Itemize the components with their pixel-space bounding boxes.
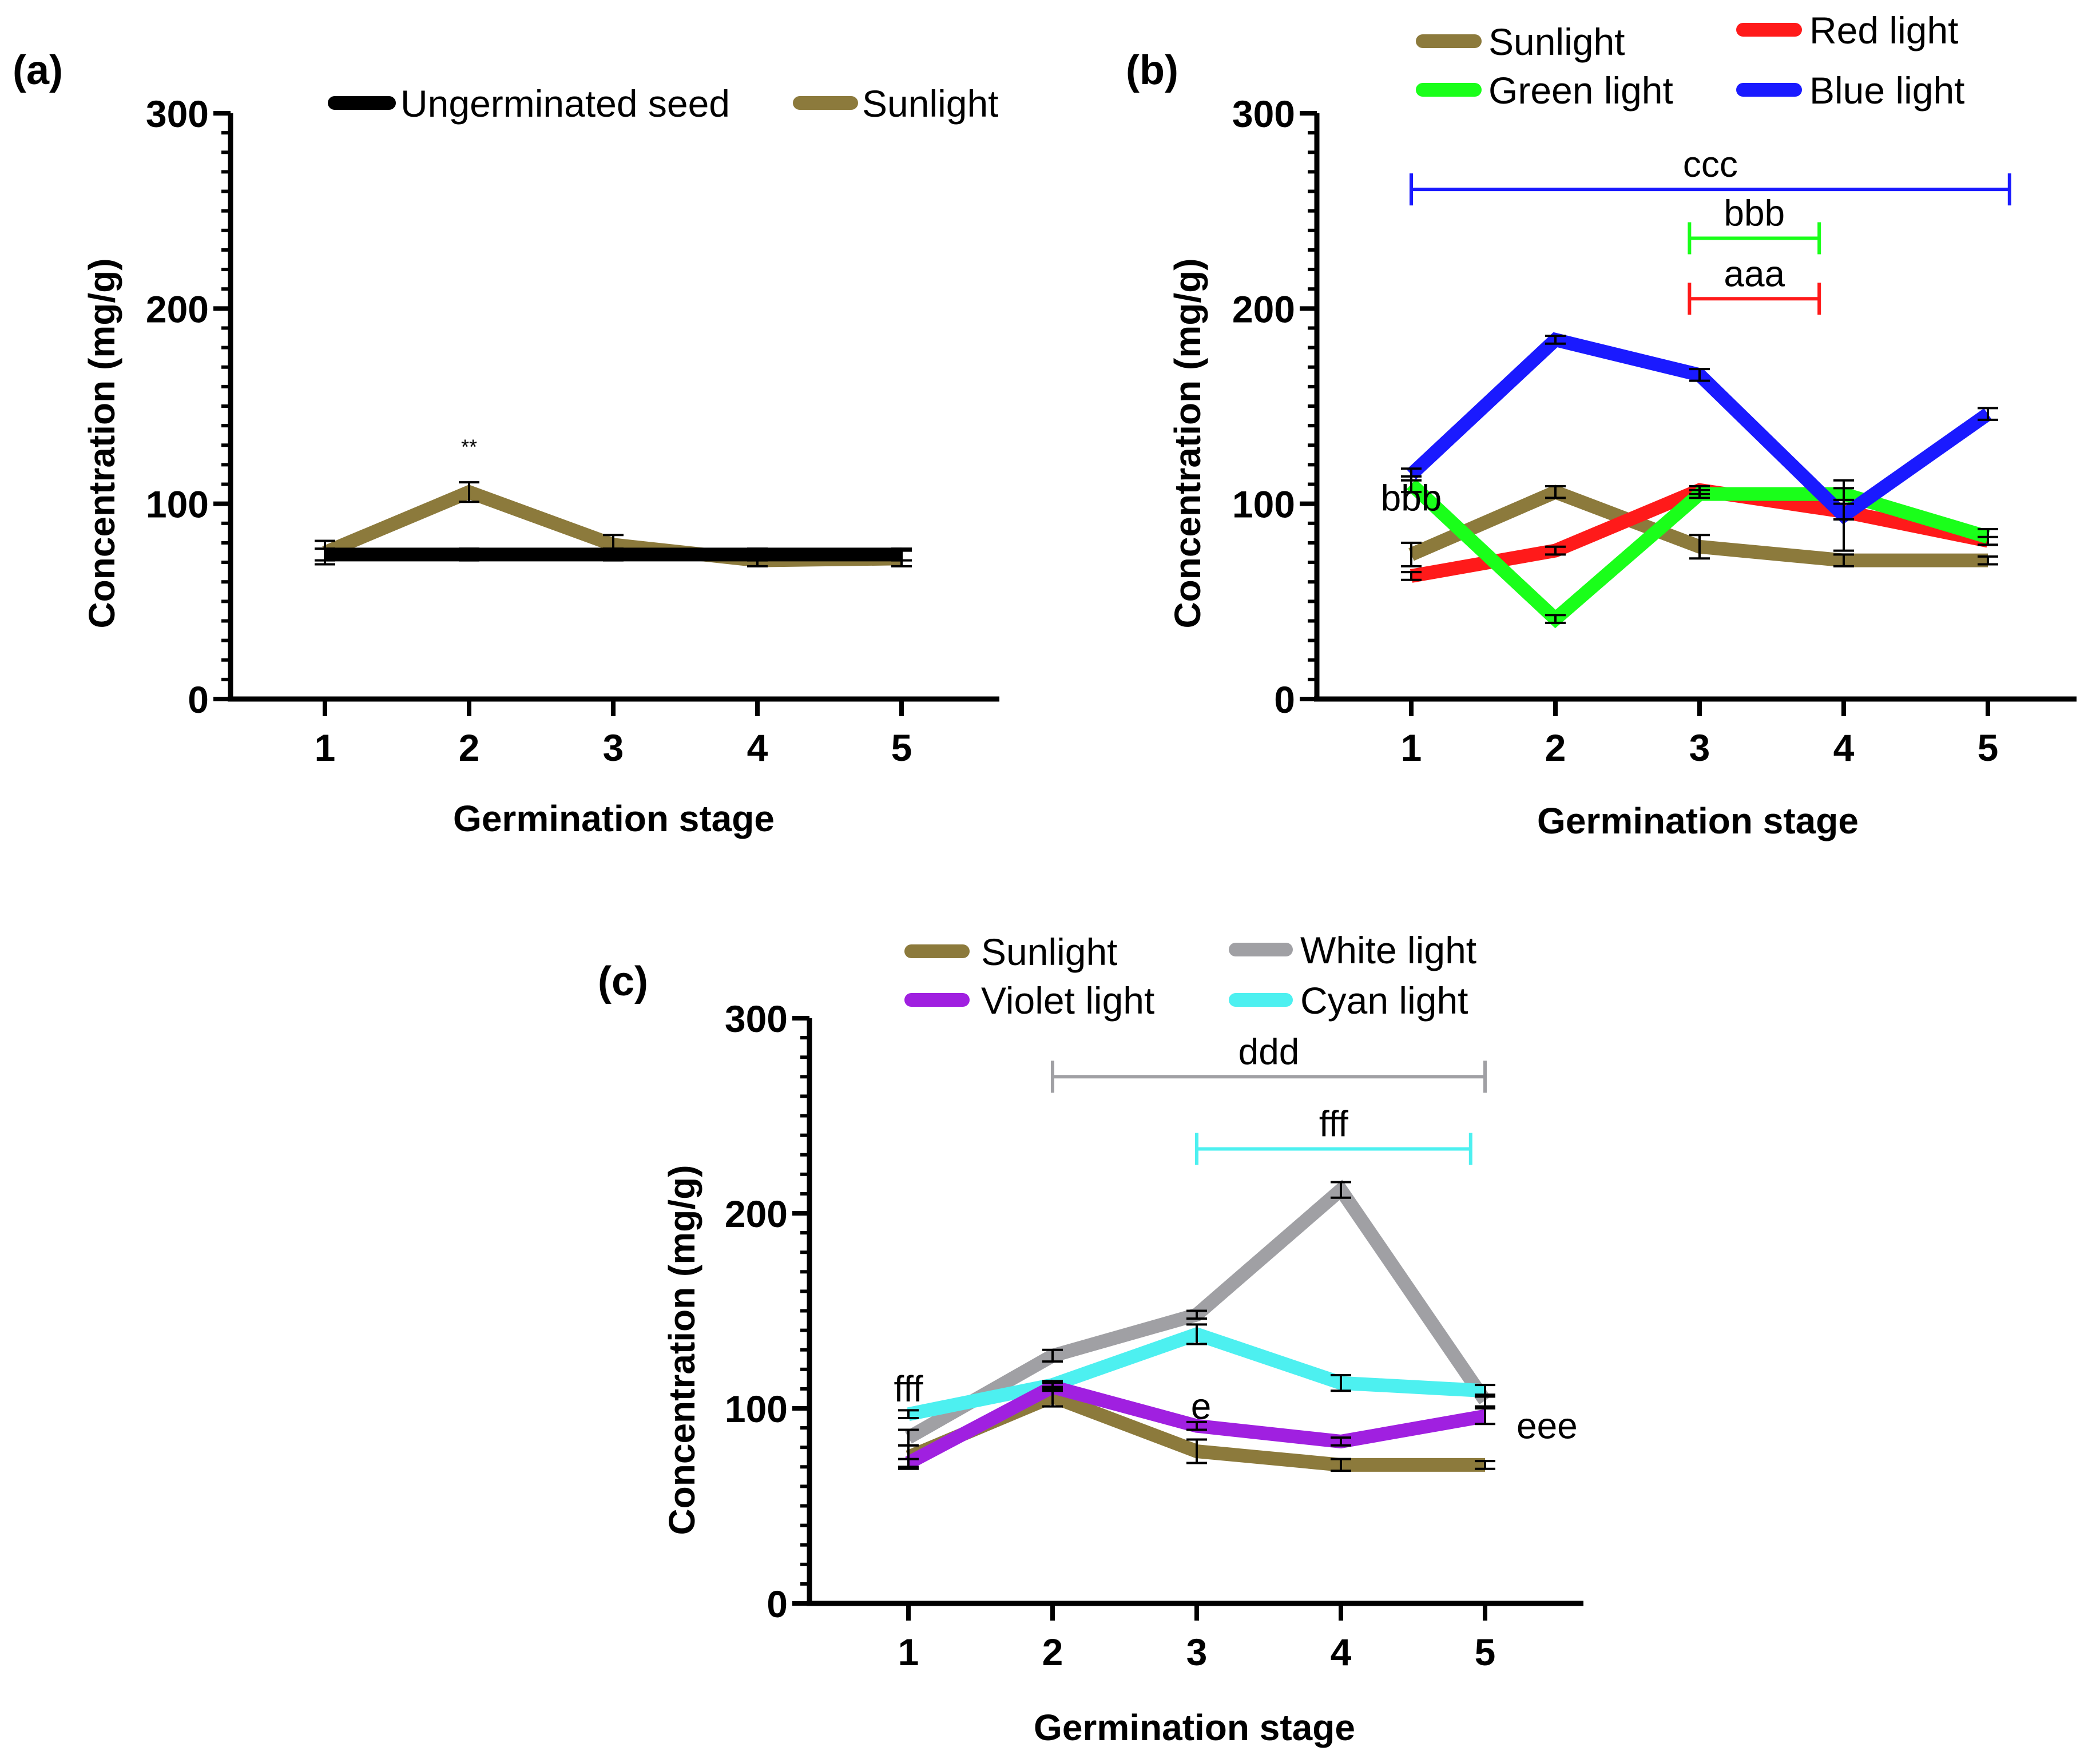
panel-label: (b) <box>1126 47 1178 93</box>
y-tick-label: 200 <box>725 1193 788 1235</box>
legend-label: Cyan light <box>1300 979 1468 1022</box>
y-tick-label: 200 <box>146 288 209 330</box>
x-tick-label: 1 <box>315 726 336 769</box>
x-tick-label: 3 <box>603 726 624 769</box>
y-tick-label: 100 <box>146 483 209 526</box>
legend-item: Sunlight <box>793 82 999 125</box>
bracket-label: fff <box>1319 1103 1348 1144</box>
x-axis-title: Germination stage <box>1034 1707 1355 1748</box>
x-tick-label: 3 <box>1689 726 1710 769</box>
panel-label: (c) <box>598 959 648 1004</box>
bracket-label: bbb <box>1724 192 1785 233</box>
x-tick-label: 4 <box>747 726 768 769</box>
data-annotation: ** <box>461 435 477 458</box>
x-tick-label: 5 <box>891 726 912 769</box>
legend-label: White light <box>1300 929 1476 971</box>
x-tick-label: 1 <box>898 1631 919 1673</box>
y-tick-label: 100 <box>725 1388 788 1430</box>
legend-item: Ungerminated seed <box>328 82 730 125</box>
x-tick-label: 2 <box>1545 726 1566 769</box>
data-annotation: fff <box>894 1368 923 1409</box>
legend-label: Sunlight <box>981 931 1118 973</box>
data-annotation: bbb <box>1381 477 1442 518</box>
y-tick-label: 0 <box>1274 678 1295 721</box>
bracket-label: ccc <box>1683 144 1738 185</box>
legend-item: Green light <box>1416 69 1673 112</box>
legend-label: Green light <box>1488 69 1673 112</box>
y-tick-label: 0 <box>767 1583 788 1625</box>
legend: Ungerminated seed Sunlight <box>328 82 999 125</box>
legend-item: Violet light <box>904 979 1154 1022</box>
y-tick-label: 300 <box>1232 93 1295 135</box>
y-axis-title: Concentration (mg/g) <box>661 1165 702 1535</box>
chart-panel-b: (b) Germination stage Concentration (mg/… <box>1126 9 2077 841</box>
chart-panel-c: (c) Germination stage Concentration (mg/… <box>598 929 1583 1748</box>
y-axis-title: Concentration (mg/g) <box>1167 258 1208 628</box>
legend-label: Sunlight <box>862 82 999 125</box>
legend-label: Ungerminated seed <box>400 82 730 125</box>
y-tick-label: 300 <box>146 93 209 135</box>
legend-item: White light <box>1229 929 1476 971</box>
y-tick-label: 0 <box>188 678 209 721</box>
x-axis-title: Germination stage <box>1537 800 1859 841</box>
legend-item: Sunlight <box>1416 21 1625 63</box>
legend-label: Blue light <box>1809 69 1965 112</box>
y-axis-title: Concentration (mg/g) <box>81 258 122 628</box>
chart-panel-a: (a) Germination stage Concentration (mg/… <box>13 47 999 839</box>
x-tick-label: 1 <box>1401 726 1422 769</box>
y-tick-label: 300 <box>725 998 788 1040</box>
x-tick-label: 2 <box>459 726 480 769</box>
bracket-label: aaa <box>1724 253 1785 294</box>
x-tick-label: 4 <box>1331 1631 1352 1673</box>
data-annotation: e <box>1191 1386 1212 1427</box>
x-tick-label: 2 <box>1042 1631 1063 1673</box>
x-axis-title: Germination stage <box>453 798 775 839</box>
legend-label: Red light <box>1809 9 1959 51</box>
x-tick-label: 3 <box>1186 1631 1208 1673</box>
legend: Sunlight Violet light White light Cyan l… <box>904 929 1476 1022</box>
legend-item: Blue light <box>1736 69 1965 112</box>
y-tick-label: 100 <box>1232 483 1295 526</box>
bracket-label: ddd <box>1238 1031 1300 1072</box>
x-tick-label: 5 <box>1475 1631 1496 1673</box>
legend: Sunlight Green light Red light Blue ligh… <box>1416 9 1965 112</box>
x-tick-label: 5 <box>1978 726 1999 769</box>
legend-item: Red light <box>1736 9 1959 51</box>
panel-label: (a) <box>13 47 63 93</box>
legend-item: Cyan light <box>1229 979 1468 1022</box>
y-tick-label: 200 <box>1232 288 1295 330</box>
legend-item: Sunlight <box>904 931 1118 973</box>
data-annotation: eee <box>1517 1405 1578 1447</box>
legend-label: Sunlight <box>1488 21 1625 63</box>
x-tick-label: 4 <box>1833 726 1855 769</box>
legend-label: Violet light <box>981 979 1154 1022</box>
